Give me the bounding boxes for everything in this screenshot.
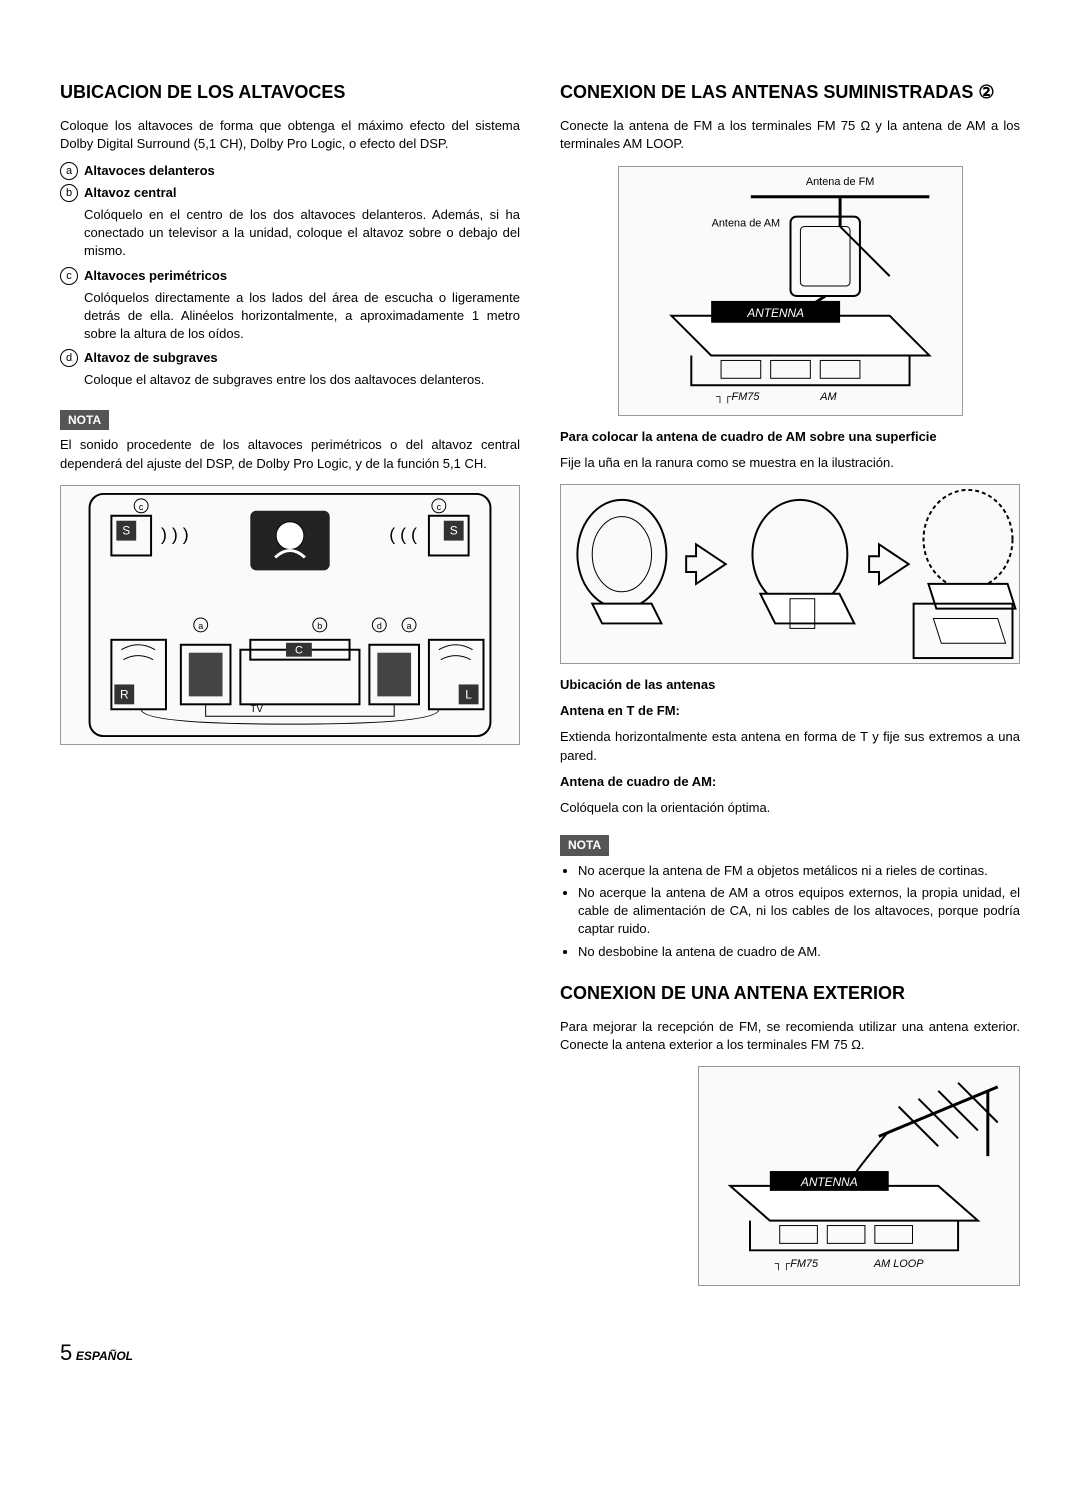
external-antenna-svg: ANTENNA ┐┌FM75 AM LOOP xyxy=(699,1067,1019,1285)
svg-text:ANTENNA: ANTENNA xyxy=(746,305,804,319)
svg-text:AM LOOP: AM LOOP xyxy=(873,1259,924,1271)
svg-text:L: L xyxy=(465,687,472,701)
speaker-layout-svg: c S ) ) ) c S ( ( ( a b d xyxy=(61,486,519,744)
am-loop-assembly-svg xyxy=(561,485,1019,663)
svg-text:┐┌FM75: ┐┌FM75 xyxy=(715,391,760,404)
svg-text:S: S xyxy=(122,523,130,537)
bullet-c: c xyxy=(60,267,78,285)
right-intro: Conecte la antena de FM a los terminales… xyxy=(560,117,1020,153)
svg-text:S: S xyxy=(450,523,458,537)
nota-item-1: No acerque la antena de AM a otros equip… xyxy=(578,884,1020,939)
speaker-layout-figure: c S ) ) ) c S ( ( ( a b d xyxy=(60,485,520,745)
svg-text:( ( (: ( ( ( xyxy=(389,524,417,544)
am-loop-assembly-figure xyxy=(560,484,1020,664)
right-heading2: CONEXION DE UNA ANTENA EXTERIOR xyxy=(560,981,1020,1006)
nota-item-2: No desbobine la antena de cuadro de AM. xyxy=(578,943,1020,961)
antenna-terminal-figure: Antena de FM Antena de AM ANTENNA ┐┌FM75… xyxy=(618,166,963,416)
svg-text:d: d xyxy=(377,621,382,631)
item-a-title: Altavoces delanteros xyxy=(84,162,215,180)
svg-text:AM: AM xyxy=(819,391,837,403)
nota-list-right: No acerque la antena de FM a objetos met… xyxy=(560,862,1020,961)
antenna-terminal-svg: Antena de FM Antena de AM ANTENNA ┐┌FM75… xyxy=(619,167,962,415)
svg-text:Antena de AM: Antena de AM xyxy=(711,217,780,229)
item-b: b Altavoz central xyxy=(60,184,520,202)
item-c-title: Altavoces perimétricos xyxy=(84,267,227,285)
page-footer: 5 ESPAÑOL xyxy=(60,1338,1020,1369)
svg-text:ANTENNA: ANTENNA xyxy=(800,1175,858,1189)
svg-text:a: a xyxy=(198,621,203,631)
bullet-b: b xyxy=(60,184,78,202)
left-heading: UBICACION DE LOS ALTAVOCES xyxy=(60,80,520,105)
sub2a-text: Extienda horizontalmente esta antena en … xyxy=(560,728,1020,764)
svg-text:C: C xyxy=(295,644,303,656)
external-antenna-figure: ANTENNA ┐┌FM75 AM LOOP xyxy=(698,1066,1020,1286)
bullet-d: d xyxy=(60,349,78,367)
nota-text-left: El sonido procedente de los altavoces pe… xyxy=(60,436,520,472)
right-column: CONEXION DE LAS ANTENAS SUMINISTRADAS ② … xyxy=(560,80,1020,1298)
item-c: c Altavoces perimétricos xyxy=(60,267,520,285)
sub1-text: Fije la uña en la ranura como se muestra… xyxy=(560,454,1020,472)
sub1-title: Para colocar la antena de cuadro de AM s… xyxy=(560,428,1020,446)
sub2a-title: Antena en T de FM: xyxy=(560,702,1020,720)
page-language: ESPAÑOL xyxy=(76,1349,133,1363)
svg-text:TV: TV xyxy=(250,704,263,715)
item-b-title: Altavoz central xyxy=(84,184,176,202)
nota-badge-left: NOTA xyxy=(60,410,109,431)
item-d-body: Coloque el altavoz de subgraves entre lo… xyxy=(84,371,520,389)
svg-text:b: b xyxy=(317,621,322,631)
right-heading: CONEXION DE LAS ANTENAS SUMINISTRADAS ② xyxy=(560,80,1020,105)
svg-text:Antena de FM: Antena de FM xyxy=(805,175,874,187)
svg-text:c: c xyxy=(437,502,442,512)
sub2b-text: Colóquela con la orientación óptima. xyxy=(560,799,1020,817)
left-column: UBICACION DE LOS ALTAVOCES Coloque los a… xyxy=(60,80,520,1298)
item-d-title: Altavoz de subgraves xyxy=(84,349,218,367)
right-text2: Para mejorar la recepción de FM, se reco… xyxy=(560,1018,1020,1054)
svg-text:a: a xyxy=(407,621,412,631)
nota-item-0: No acerque la antena de FM a objetos met… xyxy=(578,862,1020,880)
svg-text:c: c xyxy=(139,502,144,512)
sub2-title: Ubicación de las antenas xyxy=(560,676,1020,694)
item-d: d Altavoz de subgraves xyxy=(60,349,520,367)
page-columns: UBICACION DE LOS ALTAVOCES Coloque los a… xyxy=(60,80,1020,1298)
nota-badge-right: NOTA xyxy=(560,835,609,856)
page-number: 5 xyxy=(60,1340,72,1365)
svg-text:┐┌FM75: ┐┌FM75 xyxy=(774,1259,819,1272)
left-intro: Coloque los altavoces de forma que obten… xyxy=(60,117,520,153)
bullet-a: a xyxy=(60,162,78,180)
item-b-body: Colóquelo en el centro de los dos altavo… xyxy=(84,206,520,261)
item-c-body: Colóquelos directamente a los lados del … xyxy=(84,289,520,344)
svg-text:) ) ): ) ) ) xyxy=(161,524,189,544)
svg-text:R: R xyxy=(120,687,129,701)
item-a: a Altavoces delanteros xyxy=(60,162,520,180)
sub2b-title: Antena de cuadro de AM: xyxy=(560,773,1020,791)
speaker-item-list: a Altavoces delanteros b Altavoz central… xyxy=(60,162,520,390)
